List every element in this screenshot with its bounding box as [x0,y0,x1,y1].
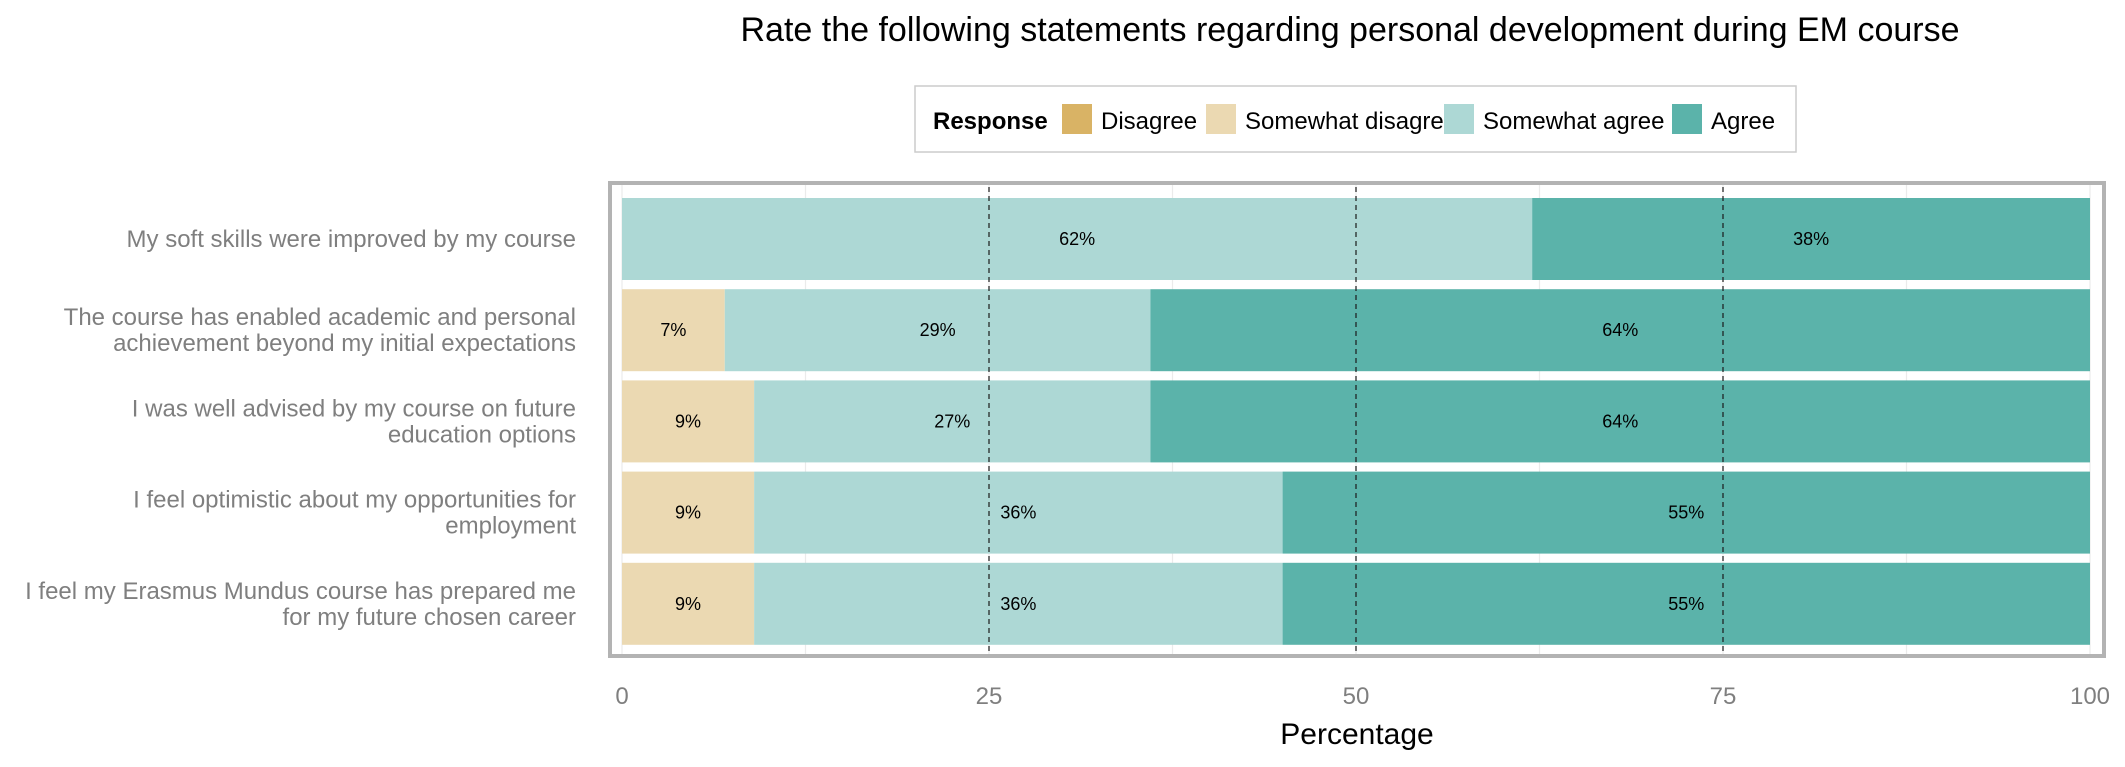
data-label: 64% [1602,320,1638,340]
bar-segment [1282,471,2090,554]
x-tick-label: 0 [615,683,628,710]
bar-segment [622,198,1533,280]
bars [622,198,2090,645]
bar-segment [1282,562,2090,645]
x-tick-label: 50 [1343,683,1370,710]
legend-label: Disagree [1101,108,1197,135]
x-tick-label: 75 [1710,683,1737,710]
bar-segment [622,380,755,463]
bar-segment [754,471,1283,554]
bar-segment [622,289,725,372]
data-label: 27% [934,411,970,431]
chart-title: Rate the following statements regarding … [740,11,1959,49]
legend-swatch [1062,104,1092,134]
bar-segment [622,471,755,554]
legend-swatch [1672,104,1702,134]
category-label: education options [388,421,576,448]
data-label: 55% [1668,503,1704,523]
category-label: My soft skills were improved by my cours… [127,226,576,253]
bar-segment [622,562,755,645]
legend: Response Disagree Somewhat disagree Somewh… [914,85,1797,153]
category-label: employment [445,513,576,540]
x-tick-label: 100 [2070,683,2110,710]
data-label: 64% [1602,411,1638,431]
data-label: 62% [1059,229,1095,249]
bar-segment [1150,289,2090,372]
data-label: 36% [1000,594,1036,614]
data-label: 9% [675,503,701,523]
category-label: I feel optimistic about my opportunities… [133,487,576,514]
bar-segment [754,562,1283,645]
reference-lines [988,187,1724,652]
legend-label: Somewhat disagree [1245,108,1457,135]
data-label: 7% [660,320,686,340]
legend-title: Response [933,108,1048,135]
category-label: The course has enabled academic and pers… [64,304,576,331]
x-axis-ticks: 0 25 50 75 100 [615,683,2110,710]
data-labels: 62% 38% 7% 29% 64% 9% 27% 64% 9% 36% 55% 9% 36% 55% [660,229,1829,614]
x-axis-title: Percentage [1280,718,1433,751]
data-label: 9% [675,594,701,614]
data-label: 36% [1000,503,1036,523]
plot-area: 62% 38% 7% 29% 64% 9% 27% 64% 9% 36% 55% 9% 36% 55% [608,181,2106,658]
legend-swatch [1206,104,1236,134]
bar-segment [754,380,1151,463]
panel-border [608,181,2106,658]
bar-segment [1532,198,2090,280]
category-label: for my future chosen career [283,604,576,631]
data-label: 55% [1668,594,1704,614]
category-label: achievement beyond my initial expectatio… [113,330,576,357]
legend-label: Somewhat agree [1483,108,1664,135]
y-axis-labels: My soft skills were improved by my cours… [25,226,576,631]
legend-label: Agree [1711,108,1775,135]
data-label: 38% [1793,229,1829,249]
category-label: I feel my Erasmus Mundus course has prep… [25,578,576,605]
category-label: I was well advised by my course on futur… [132,395,576,422]
bar-segment [1150,380,2090,463]
legend-swatch [1444,104,1474,134]
data-label: 9% [675,411,701,431]
legend-items: Disagree Somewhat disagree Somewhat agree A… [1062,104,1775,135]
legend-box [914,85,1797,153]
x-tick-label: 25 [976,683,1003,710]
data-label: 29% [920,320,956,340]
bar-segment [724,289,1151,372]
